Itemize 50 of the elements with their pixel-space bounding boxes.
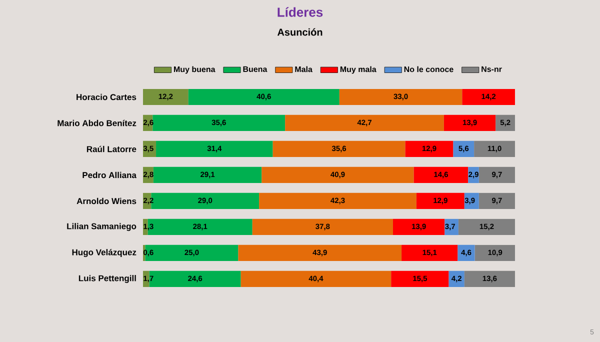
bar bbox=[416, 192, 464, 210]
bar bbox=[474, 244, 515, 262]
bar bbox=[153, 166, 262, 184]
bar bbox=[444, 114, 496, 132]
y-tick-label: Mario Abdo Benítez bbox=[58, 120, 136, 126]
legend-label: Ns-nr bbox=[482, 66, 502, 72]
bar bbox=[458, 218, 515, 236]
chart-title: Líderes bbox=[278, 7, 323, 17]
bar bbox=[391, 270, 449, 288]
bar bbox=[252, 218, 393, 236]
bar bbox=[405, 140, 454, 158]
bar bbox=[402, 244, 458, 262]
y-tick-label: Luis Pettengill bbox=[78, 275, 136, 283]
bar bbox=[462, 88, 515, 106]
legend-label: Mala bbox=[295, 66, 312, 72]
bar bbox=[262, 166, 414, 184]
bar bbox=[145, 244, 238, 262]
y-tick-label: Horacio Cartes bbox=[76, 94, 136, 100]
bar bbox=[478, 166, 515, 184]
bar bbox=[464, 192, 479, 210]
bar bbox=[156, 140, 273, 158]
bar bbox=[444, 218, 458, 236]
y-tick-label: Arnoldo Wiens bbox=[76, 198, 136, 204]
bar bbox=[152, 114, 286, 132]
bar bbox=[143, 88, 188, 106]
y-tick-label: Hugo Velázquez bbox=[72, 248, 136, 258]
bar bbox=[272, 140, 406, 158]
bar bbox=[453, 140, 474, 158]
bar bbox=[339, 88, 462, 106]
bar bbox=[496, 114, 515, 132]
y-tick-label: Pedro Alliana bbox=[82, 172, 137, 178]
y-tick-label: Lilian Samaniego bbox=[67, 223, 136, 231]
bar bbox=[240, 270, 392, 288]
legend-label: Muy buena bbox=[174, 66, 216, 74]
bar bbox=[285, 114, 444, 132]
bar bbox=[259, 192, 416, 210]
bar bbox=[414, 166, 468, 184]
legend-label: Muy mala bbox=[340, 66, 376, 74]
legend-label: No le conoce bbox=[404, 66, 454, 72]
bar bbox=[238, 244, 402, 262]
chart-subtitle: Asunción bbox=[277, 28, 322, 36]
bar bbox=[458, 244, 475, 262]
bar bbox=[392, 218, 445, 236]
bar bbox=[464, 270, 515, 288]
y-tick-label: Raúl Latorre bbox=[86, 146, 136, 152]
bar bbox=[478, 192, 515, 210]
bar bbox=[448, 270, 464, 288]
bar bbox=[188, 88, 340, 106]
legend-label: Buena bbox=[243, 66, 268, 72]
bar bbox=[474, 140, 515, 158]
